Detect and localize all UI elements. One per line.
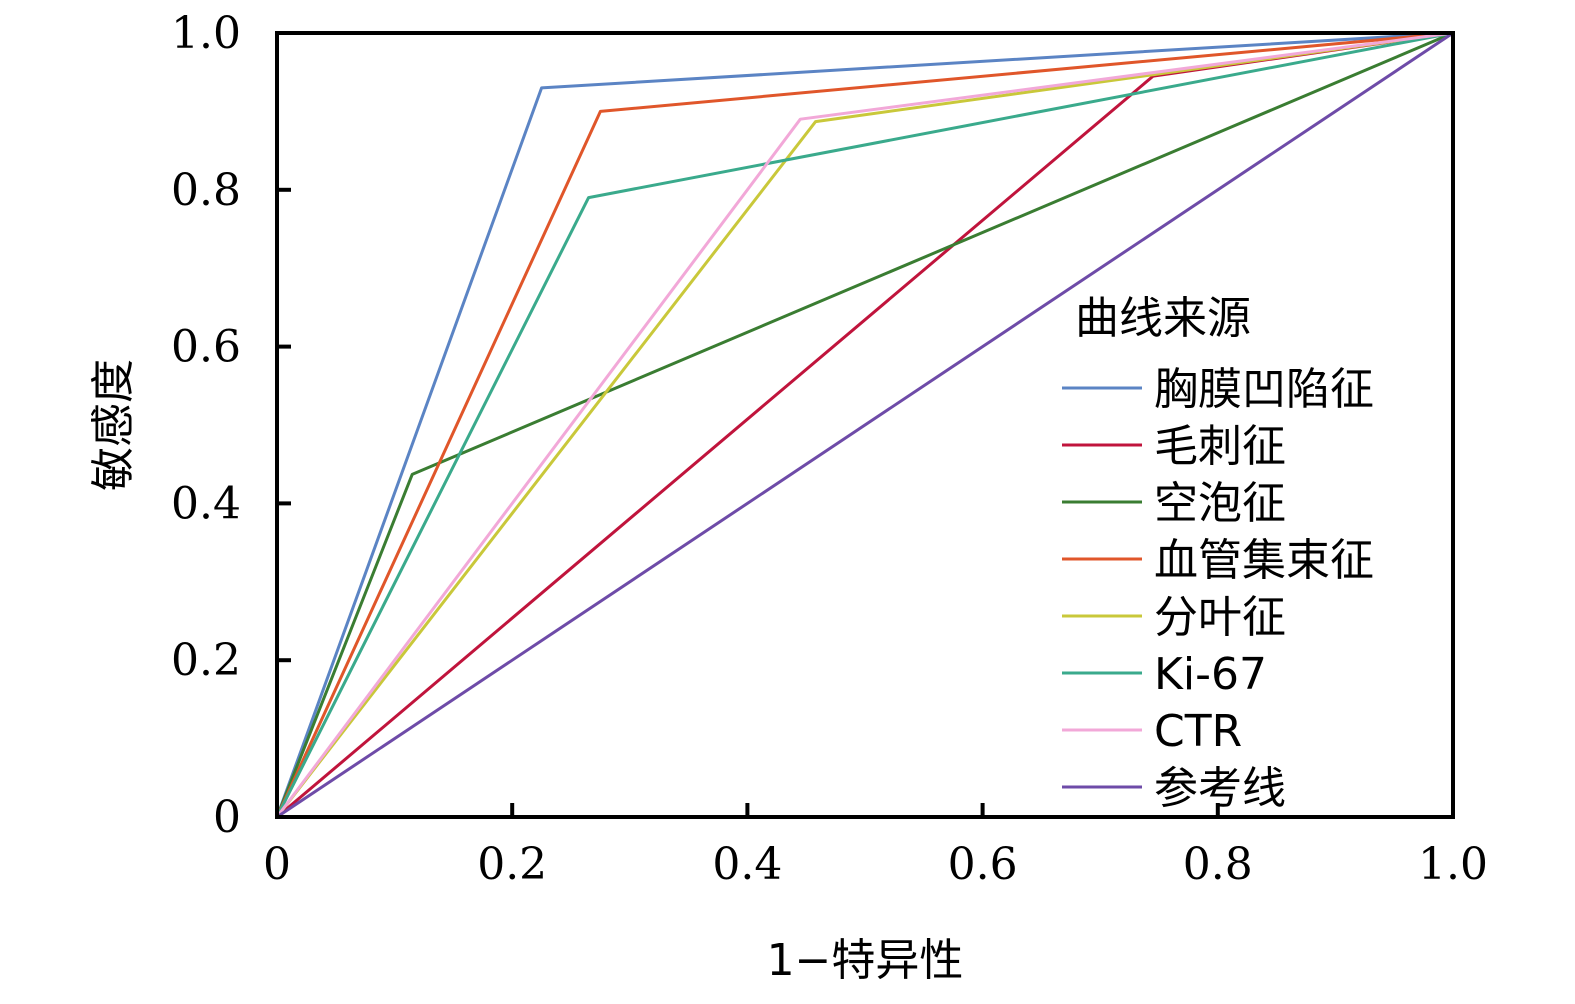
x-tick-label-2: 0.4 <box>712 839 782 890</box>
tick-layer <box>277 187 1220 817</box>
x-axis-title: 1−特异性 <box>767 935 964 986</box>
x-tick-label-1: 0.2 <box>477 839 547 890</box>
plot-frame <box>275 31 1455 819</box>
legend-label-4: 分叶征 <box>1154 592 1286 643</box>
legend-label-5: Ki-67 <box>1154 649 1267 700</box>
x-tick-label-0: 0 <box>263 839 291 890</box>
x-tick-labels: 0 0.2 0.4 0.6 0.8 1.0 <box>263 839 1488 890</box>
series-line-3 <box>275 31 1454 818</box>
y-tick-label-3: 0.6 <box>171 322 241 373</box>
series-line-0 <box>275 31 1454 818</box>
y-tick-label-4: 0.8 <box>171 165 241 216</box>
x-tick-label-5: 1.0 <box>1418 839 1488 890</box>
series-line-7 <box>276 31 1454 819</box>
x-tick-label-3: 0.6 <box>948 839 1018 890</box>
series-layer <box>275 31 1454 819</box>
legend-label-3: 血管集束征 <box>1154 535 1374 586</box>
series-line-6 <box>275 31 1454 818</box>
legend-label-0: 胸膜凹陷征 <box>1154 364 1374 415</box>
series-line-5 <box>275 31 1454 818</box>
legend-label-1: 毛刺征 <box>1154 421 1286 472</box>
y-tick-labels: 0 0.2 0.4 0.6 0.8 1.0 <box>171 8 241 843</box>
series-line-2 <box>275 31 1454 818</box>
legend-label-2: 空泡征 <box>1154 478 1286 529</box>
y-tick-label-0: 0 <box>213 792 241 843</box>
y-tick-label-2: 0.4 <box>171 478 241 529</box>
y-axis-title: 敏感度 <box>88 359 139 491</box>
y-tick-label-1: 0.2 <box>171 635 241 686</box>
legend-label-7: 参考线 <box>1154 763 1286 814</box>
legend-label-6: CTR <box>1154 706 1242 757</box>
x-tick-label-4: 0.8 <box>1183 839 1253 890</box>
legend-title: 曲线来源 <box>1075 293 1251 344</box>
y-tick-label-5: 1.0 <box>171 8 241 59</box>
